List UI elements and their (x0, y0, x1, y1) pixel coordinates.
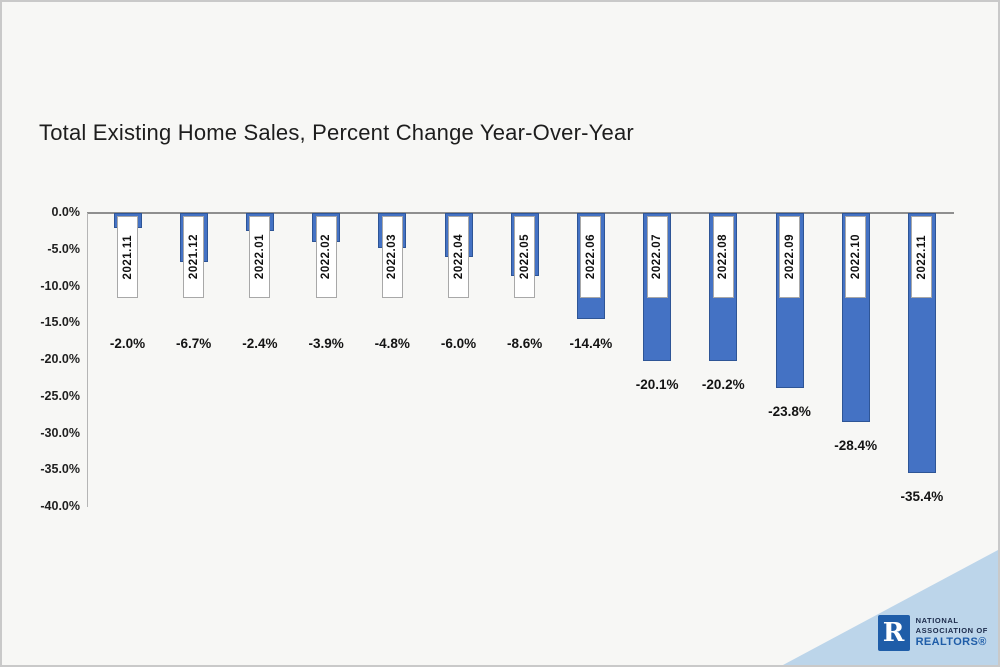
category-label-text: 2022.02 (320, 234, 333, 280)
nar-logo: R NATIONAL ASSOCIATION OF REALTORS® (877, 615, 988, 651)
category-label: 2022.01 (249, 216, 271, 298)
chart-title: Total Existing Home Sales, Percent Chang… (39, 120, 634, 145)
category-label-text: 2022.10 (849, 234, 862, 280)
y-tick-label: -25.0% (40, 388, 80, 403)
value-label: -20.1% (635, 376, 679, 392)
category-label: 2022.07 (646, 216, 668, 298)
value-label: -4.8% (374, 336, 410, 351)
category-label-text: 2022.08 (717, 234, 730, 280)
y-tick-label: -30.0% (40, 425, 80, 440)
category-label: 2022.04 (448, 216, 469, 298)
category-label: 2022.06 (580, 216, 602, 298)
y-tick-label: -5.0% (47, 241, 80, 256)
category-label-text: 2022.11 (915, 234, 928, 280)
category-label-text: 2022.07 (651, 234, 664, 280)
nar-text-line3: REALTORS® (915, 636, 987, 648)
category-label: 2022.10 (845, 216, 867, 298)
category-label: 2022.02 (315, 216, 337, 298)
category-label-text: 2022.05 (518, 234, 531, 280)
category-label-text: 2022.03 (386, 234, 399, 280)
category-label-text: 2021.11 (121, 234, 134, 280)
value-label: -28.4% (834, 437, 878, 453)
category-label: 2022.08 (712, 216, 734, 298)
y-tick-label: -20.0% (40, 352, 80, 366)
y-tick-label: -40.0% (40, 499, 80, 513)
y-tick-label: 0.0% (51, 205, 81, 219)
nar-logo-mark: R (877, 615, 910, 651)
category-label: 2022.11 (911, 216, 933, 298)
value-label: -8.6% (507, 336, 543, 351)
y-tick-label: -10.0% (40, 278, 80, 293)
category-label-text: 2022.01 (253, 234, 266, 280)
category-label: 2021.12 (183, 216, 205, 298)
value-label: -14.4% (569, 336, 613, 351)
y-axis-line (87, 213, 88, 507)
nar-logo-text: NATIONAL ASSOCIATION OF REALTORS® (916, 616, 988, 650)
category-label: 2022.09 (779, 216, 800, 298)
value-label: -6.0% (440, 336, 477, 351)
category-label: 2022.03 (381, 216, 403, 298)
category-label: 2022.05 (514, 216, 536, 298)
value-label: -2.4% (242, 336, 278, 351)
value-label: -35.4% (900, 489, 944, 505)
nar-text-line1: NATIONAL (915, 616, 959, 626)
y-tick-label: -15.0% (40, 315, 80, 330)
value-label: -23.8% (768, 403, 811, 419)
nar-logo-letter: R (882, 618, 905, 648)
y-tick-label: -35.0% (40, 462, 80, 477)
category-label-text: 2022.04 (452, 234, 465, 280)
category-label-text: 2022.09 (783, 234, 796, 280)
category-label-text: 2021.12 (187, 234, 200, 280)
category-label: 2021.11 (117, 216, 138, 298)
value-label: -3.9% (308, 336, 344, 351)
nar-text-line2: ASSOCIATION OF (915, 625, 988, 635)
category-label-text: 2022.06 (584, 234, 597, 280)
value-label: -20.2% (701, 377, 745, 393)
value-label: -2.0% (109, 336, 146, 351)
value-label: -6.7% (176, 336, 212, 351)
